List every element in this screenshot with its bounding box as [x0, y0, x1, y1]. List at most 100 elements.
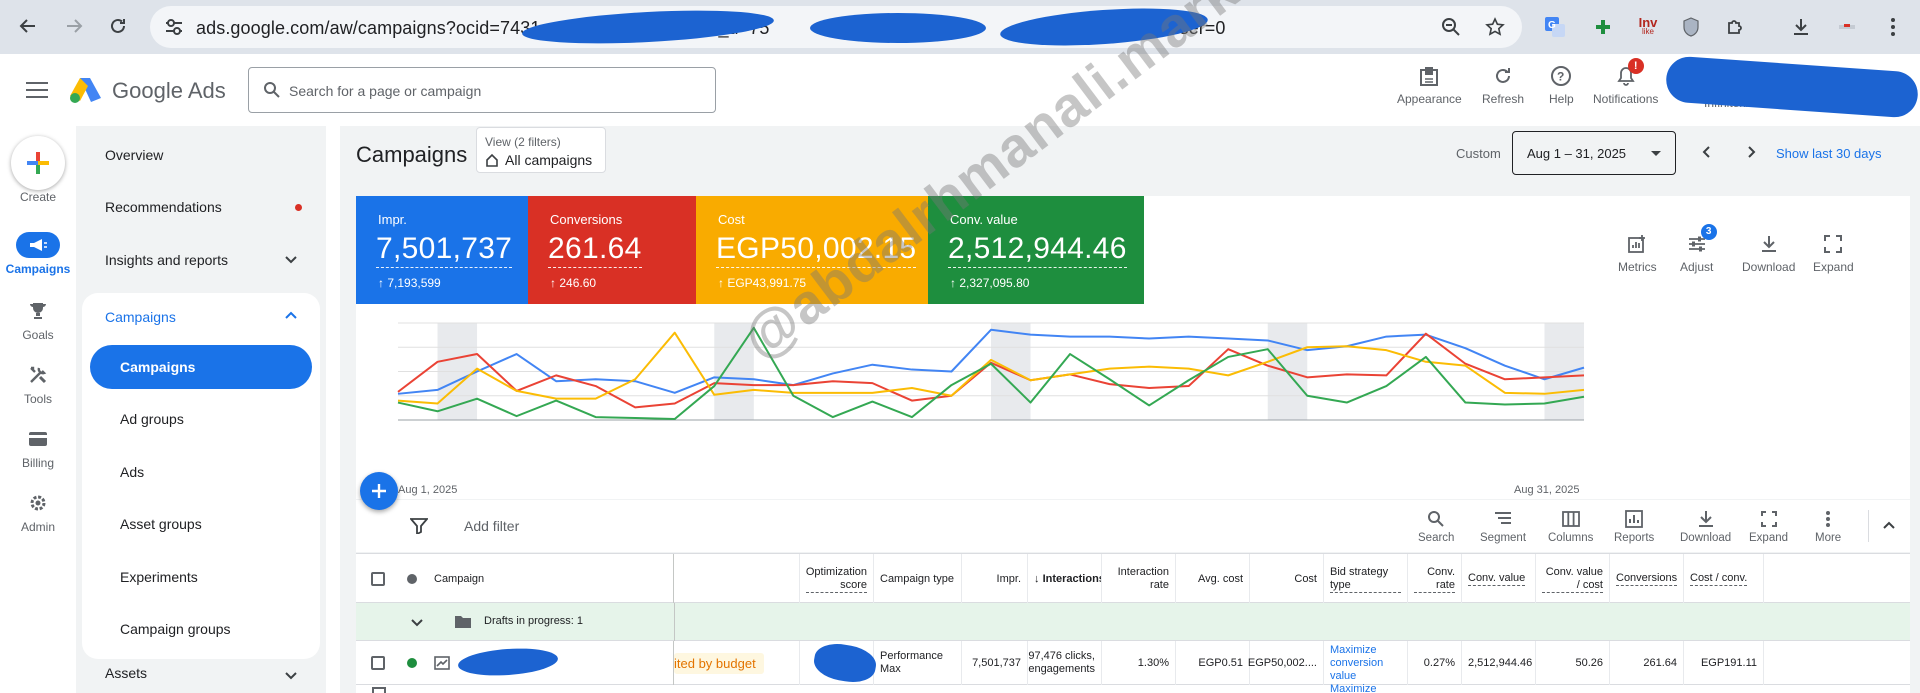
- chevron-down-icon[interactable]: [410, 615, 424, 629]
- checkbox[interactable]: [372, 687, 386, 693]
- table-row[interactable]: ited by budget Performance Max 7,501,737…: [356, 639, 1910, 687]
- checkbox[interactable]: [371, 656, 385, 670]
- enabled-status-icon: [407, 658, 417, 668]
- rail-item-campaigns[interactable]: Campaigns: [0, 232, 76, 276]
- rail-item-tools[interactable]: Tools: [0, 362, 76, 406]
- add-fab-button[interactable]: [360, 472, 398, 510]
- column-header-bid-strategy[interactable]: Bid strategy type: [1324, 554, 1408, 604]
- column-header-cost[interactable]: Cost: [1250, 554, 1324, 604]
- sidebar-item-ads[interactable]: Ads: [90, 450, 312, 494]
- create-button[interactable]: [11, 136, 65, 190]
- column-header-conv-rate[interactable]: Conv. rate: [1408, 554, 1462, 604]
- profile-icon[interactable]: [1834, 14, 1860, 40]
- column-header-campaign[interactable]: Campaign: [428, 554, 674, 604]
- bookmark-star-icon[interactable]: [1484, 16, 1506, 38]
- search-input[interactable]: Search for a page or campaign: [248, 67, 716, 113]
- column-header-status[interactable]: [674, 554, 800, 604]
- dropdown-caret-icon: [1651, 151, 1661, 156]
- column-header-interaction-rate[interactable]: Interaction rate: [1102, 554, 1176, 604]
- appearance-button[interactable]: Appearance: [1397, 64, 1462, 106]
- scorecard-label: Impr.: [378, 212, 407, 227]
- rail-item-goals[interactable]: Goals: [0, 298, 76, 342]
- scorecard-cost[interactable]: Cost EGP50,002.15 ↑ EGP43,991.75: [696, 196, 928, 304]
- row-checkbox-cell[interactable]: [356, 641, 400, 685]
- refresh-icon: [1491, 64, 1515, 88]
- next-period-icon[interactable]: [1739, 140, 1763, 164]
- column-header-optimization-score[interactable]: Optimization score: [800, 554, 874, 604]
- filter-icon[interactable]: [410, 518, 428, 534]
- sidebar-item-insights[interactable]: Insights and reports: [82, 236, 320, 284]
- scorecard-conversions[interactable]: Conversions 261.64 ↑ 246.60: [528, 196, 696, 304]
- green-plus-icon[interactable]: [1590, 14, 1616, 40]
- columns-button[interactable]: Columns: [1548, 508, 1593, 544]
- table-download-button[interactable]: Download: [1680, 508, 1731, 544]
- shield-icon[interactable]: [1678, 14, 1704, 40]
- campaign-name-cell[interactable]: [428, 641, 674, 685]
- chart-download-button[interactable]: Download: [1742, 232, 1795, 274]
- sidebar-item-asset-groups[interactable]: Asset groups: [90, 502, 312, 546]
- sidebar-item-campaigns[interactable]: Campaigns: [90, 345, 312, 389]
- metrics-button[interactable]: Metrics: [1618, 232, 1657, 274]
- column-header-interactions[interactable]: ↓ Interactions: [1028, 554, 1102, 604]
- menu-icon[interactable]: [1880, 14, 1906, 40]
- zoom-icon[interactable]: [1440, 16, 1462, 38]
- back-icon[interactable]: [14, 12, 42, 40]
- view-selector[interactable]: View (2 filters) All campaigns: [476, 127, 606, 173]
- date-range-picker[interactable]: Aug 1 – 31, 2025: [1512, 131, 1676, 175]
- rail-item-admin[interactable]: Admin: [0, 490, 76, 534]
- series-line-cost: [397, 331, 1585, 405]
- chart-expand-button[interactable]: Expand: [1813, 232, 1854, 274]
- column-header-conv-value[interactable]: Conv. value: [1462, 554, 1536, 604]
- site-settings-icon[interactable]: [164, 18, 184, 36]
- app-header: Google Ads Search for a page or campaign…: [0, 54, 1920, 126]
- scorecard-comparison: ↑ 2,327,095.80: [950, 276, 1030, 290]
- help-button[interactable]: ? Help: [1549, 64, 1574, 106]
- sidebar-item-ad-groups[interactable]: Ad groups: [90, 397, 312, 441]
- add-filter-button[interactable]: Add filter: [464, 518, 520, 534]
- reports-button[interactable]: Reports: [1614, 508, 1654, 544]
- puzzle-icon[interactable]: [1722, 14, 1748, 40]
- more-button[interactable]: More: [1815, 508, 1841, 544]
- table-expand-button[interactable]: Expand: [1749, 508, 1788, 544]
- column-header-cost-conv[interactable]: Cost / conv.: [1684, 554, 1764, 604]
- table-search-button[interactable]: Search: [1418, 508, 1454, 544]
- notifications-button[interactable]: ! Notifications: [1593, 58, 1658, 106]
- sidebar-item-label: Campaigns: [105, 309, 176, 325]
- scorecard-conv-value[interactable]: Conv. value 2,512,944.46 ↑ 2,327,095.80: [928, 196, 1144, 304]
- column-header-impr[interactable]: Impr.: [962, 554, 1028, 604]
- sidebar-item-assets[interactable]: Assets: [82, 665, 320, 693]
- checkbox[interactable]: [371, 572, 385, 586]
- adjust-button[interactable]: 3 Adjust: [1680, 224, 1717, 274]
- refresh-button[interactable]: Refresh: [1482, 64, 1524, 106]
- performance-chart: [397, 322, 1585, 421]
- download-icon[interactable]: [1788, 14, 1814, 40]
- sidebar-item-experiments[interactable]: Experiments: [90, 555, 312, 599]
- show-last-30-days-link[interactable]: Show last 30 days: [1776, 146, 1882, 161]
- home-icon: [486, 153, 498, 167]
- forward-icon[interactable]: [60, 12, 88, 40]
- column-header-campaign-type[interactable]: Campaign type: [874, 554, 962, 604]
- sidebar-item-campaigns-group[interactable]: Campaigns: [82, 293, 320, 341]
- main-menu-icon[interactable]: [26, 82, 48, 98]
- bid-strategy-link[interactable]: Maximize: [1330, 683, 1377, 693]
- rail-item-billing[interactable]: Billing: [0, 426, 76, 470]
- drafts-row[interactable]: Drafts in progress: 1: [356, 603, 1910, 641]
- sidebar-item-recommendations[interactable]: Recommendations: [82, 183, 320, 231]
- address-bar[interactable]: ads.google.com/aw/campaigns?ocid=7431_u=…: [150, 2, 1522, 52]
- segment-button[interactable]: Segment: [1480, 508, 1526, 544]
- bid-strategy-link[interactable]: Maximize conversion value: [1324, 641, 1408, 685]
- column-header-conversions[interactable]: Conversions: [1610, 554, 1684, 604]
- sidebar-item-campaign-groups[interactable]: Campaign groups: [90, 607, 312, 651]
- select-all-checkbox[interactable]: [356, 554, 400, 604]
- scorecard-impressions[interactable]: Impr. 7,501,737 ↑ 7,193,599: [356, 196, 528, 304]
- table-row[interactable]: Maximize: [356, 683, 1910, 693]
- google-translate-icon[interactable]: G: [1542, 14, 1568, 40]
- previous-period-icon[interactable]: [1695, 140, 1719, 164]
- collapse-chevron-icon[interactable]: [1882, 519, 1896, 533]
- column-header-conv-value-cost[interactable]: Conv. value / cost: [1536, 554, 1610, 604]
- inv-like-icon[interactable]: Inv like: [1638, 15, 1658, 36]
- column-header-avg-cost[interactable]: Avg. cost: [1176, 554, 1250, 604]
- sidebar-item-overview[interactable]: Overview: [82, 131, 320, 179]
- interaction-rate-cell: 1.30%: [1102, 641, 1176, 685]
- reload-icon[interactable]: [104, 12, 132, 40]
